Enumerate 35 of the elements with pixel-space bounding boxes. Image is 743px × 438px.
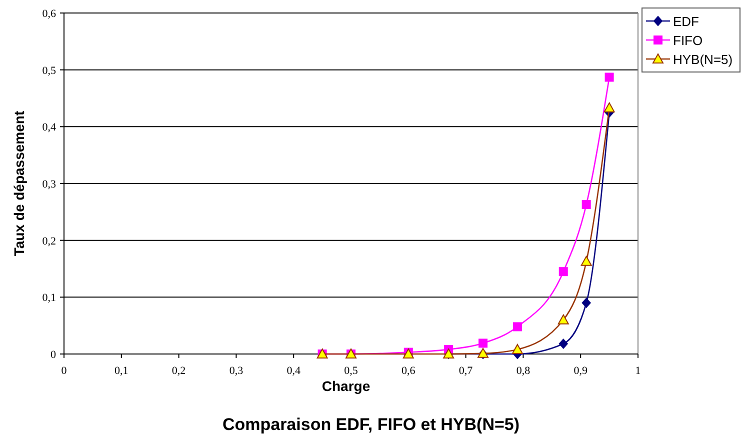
point: [604, 72, 614, 82]
x-tick-label: 0,6: [402, 365, 416, 377]
point: [478, 338, 488, 348]
point: [512, 344, 523, 354]
point: [604, 102, 615, 112]
x-tick-label: 0,8: [516, 365, 531, 377]
point: [582, 200, 591, 210]
point: [580, 256, 592, 266]
x-tick-label: 1: [635, 365, 641, 377]
text: Comparaison EDF, FIFO et HYB(N=5): [222, 415, 520, 434]
legend-label: HYB(N=5): [673, 52, 733, 67]
y-tick-label: 0,1: [42, 292, 56, 304]
x-tick-label: 0,5: [344, 365, 358, 377]
point: [582, 298, 591, 308]
legend-label: EDF: [673, 14, 700, 29]
y-tick-label: 0,5: [42, 64, 56, 77]
x-tick-label: 0,2: [172, 365, 186, 377]
point: [558, 338, 568, 349]
y-tick-label: 0: [50, 349, 56, 361]
x-tick-label: 0,4: [286, 365, 301, 377]
y-tick-label: 0,3: [42, 178, 56, 190]
point: [558, 267, 568, 276]
y-tick-label: 0,6: [42, 8, 56, 20]
point: [558, 314, 569, 324]
legend-label: FIFO: [673, 33, 703, 48]
x-tick-label: 0,1: [114, 365, 128, 377]
x-tick-label: 0: [61, 365, 68, 377]
x-axis-title: Charge: [322, 378, 370, 394]
y-tick-label: 0,2: [42, 235, 56, 248]
x-tick-label: 0,3: [229, 365, 244, 377]
point: [512, 322, 522, 332]
x-tick-label: 0,7: [458, 365, 474, 377]
x-tick-label: 0,9: [574, 365, 588, 377]
y-axis-title: Taux de dépassement: [11, 110, 27, 256]
y-tick-label: 0,4: [42, 122, 56, 134]
